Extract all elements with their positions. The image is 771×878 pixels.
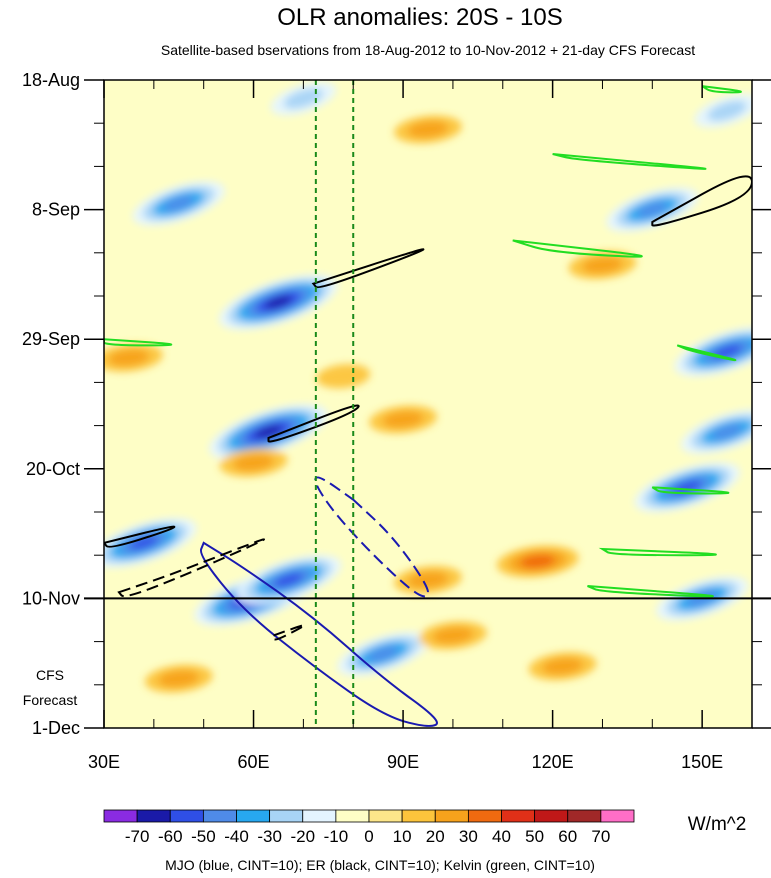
anomaly-blob (283, 88, 323, 109)
kelvin-contour (104, 338, 173, 347)
colorbar-tick-label: 0 (364, 827, 373, 846)
colorbar-swatch (202, 809, 237, 823)
colorbar-swatch (368, 809, 403, 823)
reference-lines (84, 80, 771, 728)
x-tick-label: 60E (238, 752, 270, 772)
colorbar-tick-label: -50 (191, 827, 216, 846)
y-tick-label: 1-Dec (32, 718, 80, 738)
anomaly-blob (108, 349, 150, 367)
colorbar-swatch (302, 809, 337, 823)
er-contour (272, 624, 306, 641)
er-contour (311, 248, 425, 289)
colorbar-units: W/m^2 (688, 814, 747, 835)
chart-footer: MJO (blue, CINT=10); ER (black, CINT=10)… (165, 857, 595, 873)
anomaly-blob (254, 425, 283, 439)
y-tick-label: 18-Aug (22, 70, 80, 90)
colorbar-tick-label: -20 (290, 827, 315, 846)
colorbar-tick-label: 60 (558, 827, 577, 846)
kelvin-contour (587, 585, 714, 598)
anomaly-blob (407, 571, 449, 589)
chart-title: OLR anomalies: 20S - 10S (277, 4, 562, 31)
colorbar-swatch (534, 809, 569, 823)
x-tick-label: 120E (532, 752, 574, 772)
y-tick-label: 20-Oct (26, 459, 80, 479)
er-contour (117, 538, 265, 598)
kelvin-contour (512, 239, 643, 258)
colorbar-swatch (136, 809, 171, 823)
colorbar-swatch (401, 809, 436, 823)
colorbar-tick-label: -10 (324, 827, 349, 846)
anomaly-field (104, 81, 752, 693)
anomaly-blob (407, 120, 449, 138)
colorbar-tick-label: -70 (125, 827, 150, 846)
colorbar-tick-label: 50 (525, 827, 544, 846)
anomaly-blob (582, 256, 623, 274)
kelvin-contour (598, 547, 717, 557)
anomaly-blob (520, 554, 556, 569)
colorbar-swatch (103, 809, 138, 823)
axes: 18-Aug 8-Sep 29-Sep 20-Oct 10-Nov 1-Dec 30E 60E… (22, 70, 771, 772)
colorbar: -70 -60 -50 -40 -30 -20 -10 0 10 20 30 40 50 60 70 (103, 809, 635, 846)
anomaly-blob (432, 627, 474, 644)
anomaly-blob (542, 657, 583, 675)
colorbar-swatch (335, 809, 370, 823)
colorbar-tick-label: 10 (393, 827, 412, 846)
colorbar-tick-label: 70 (591, 827, 610, 846)
anomaly-blob (163, 196, 195, 211)
x-tick-label: 90E (387, 752, 419, 772)
kelvin-contour (701, 85, 742, 94)
colorbar-swatch (169, 809, 204, 823)
colorbar-tick-label: 40 (492, 827, 511, 846)
anomaly-blob (711, 424, 743, 440)
kelvin-contour (676, 344, 737, 362)
kelvin-contour (552, 153, 707, 170)
chart-subtitle: Satellite-based bservations from 18-Aug-… (161, 42, 695, 58)
mjo-contour (199, 541, 438, 727)
y-tick-label: 10-Nov (22, 588, 80, 608)
anomaly-blob (264, 295, 293, 309)
forecast-label-line1: CFS (36, 667, 64, 683)
colorbar-swatch (434, 809, 469, 823)
colorbar-tick-label: 20 (426, 827, 445, 846)
anomaly-blob (316, 364, 371, 389)
colorbar-swatch (600, 809, 635, 823)
anomaly-blob (233, 454, 274, 472)
kelvin-contour (651, 486, 730, 495)
x-tick-label: 30E (88, 752, 120, 772)
colorbar-swatch (269, 809, 304, 823)
colorbar-swatch (467, 809, 502, 823)
anomaly-blob (129, 536, 159, 550)
forecast-label-line2: Forecast (23, 692, 78, 708)
er-contour (104, 525, 176, 548)
plot-frame (103, 79, 753, 729)
colorbar-tick-label: 30 (459, 827, 478, 846)
colorbar-swatch (236, 809, 271, 823)
mjo-contour (314, 476, 430, 598)
colorbar-tick-label: -40 (224, 827, 249, 846)
colorbar-tick-label: -30 (257, 827, 282, 846)
er-contour (267, 404, 360, 443)
colorbar-swatch (567, 809, 602, 823)
x-tick-label: 150E (681, 752, 723, 772)
anomaly-blob (274, 573, 303, 587)
anomaly-blob (158, 670, 200, 688)
anomaly-blob (672, 480, 702, 495)
colorbar-swatch (501, 809, 536, 823)
anomaly-blob (382, 411, 424, 428)
y-tick-label: 29-Sep (22, 329, 80, 349)
anomaly-blob (707, 100, 747, 121)
colorbar-tick-label: -60 (158, 827, 183, 846)
anomaly-blob (636, 202, 668, 217)
anomaly-blob (367, 646, 399, 662)
y-tick-label: 8-Sep (32, 200, 80, 220)
